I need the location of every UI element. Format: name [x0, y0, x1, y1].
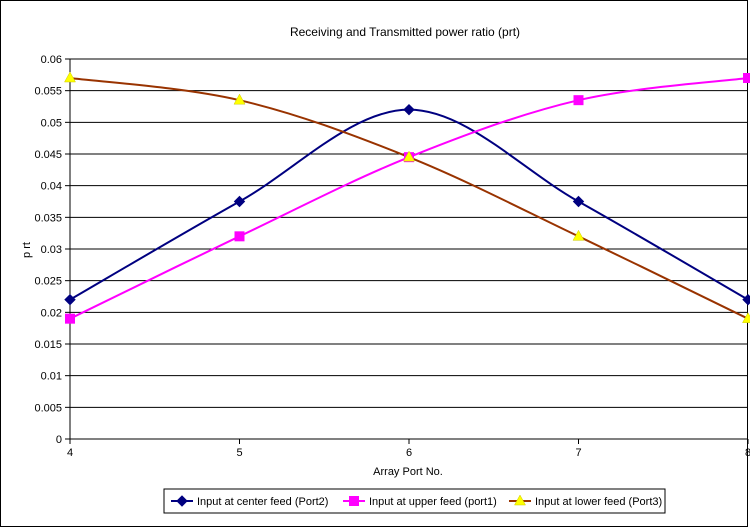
data-point-series-3 — [233, 93, 246, 105]
legend-label: Input at upper feed (port1) — [369, 496, 497, 508]
y-tick-label: 0.02 — [41, 307, 62, 319]
legend-label: Input at center feed (Port2) — [197, 496, 328, 508]
y-tick-label: 0.015 — [34, 339, 62, 351]
y-tick-label: 0.025 — [34, 276, 62, 288]
y-tick-label: 0.005 — [34, 402, 62, 414]
legend: Input at center feed (Port2) Input at upp… — [163, 488, 666, 514]
series-markers — [64, 71, 750, 324]
data-point-series-3 — [742, 312, 750, 323]
data-point-series-1 — [233, 195, 246, 208]
legend-box — [163, 488, 666, 514]
data-point-series-2 — [573, 95, 584, 106]
y-tick-label: 0 — [56, 434, 62, 446]
data-point-series-3 — [572, 229, 585, 241]
x-axis-title: Array Port No. — [373, 466, 443, 478]
x-tick-label: 5 — [236, 447, 242, 459]
data-point-series-3 — [64, 71, 76, 83]
series-line-1 — [69, 108, 749, 301]
data-point-series-3 — [403, 150, 415, 162]
legend-swatch-marker — [349, 496, 359, 506]
x-tick-label: 8 — [745, 447, 750, 459]
y-tick-label: 0.04 — [41, 181, 62, 193]
legend-label: Input at lower feed (Port3) — [535, 496, 662, 508]
y-tick-label: 0.045 — [34, 149, 62, 161]
y-tick-label: 0.035 — [34, 212, 62, 224]
y-tick-label: 0.055 — [34, 86, 62, 98]
legend-swatch-marker — [514, 494, 526, 506]
axes — [65, 58, 749, 444]
data-point-series-1 — [742, 293, 750, 306]
y-tick-label: 0.05 — [41, 117, 62, 129]
data-point-series-2 — [234, 231, 245, 242]
y-tick-label: 0.06 — [41, 54, 62, 66]
data-point-series-1 — [572, 195, 585, 208]
y-tick-label: 0.01 — [41, 371, 62, 383]
x-tick-label: 4 — [67, 447, 73, 459]
data-point-series-1 — [64, 293, 76, 306]
legend-swatch-marker — [176, 495, 188, 507]
data-point-series-2 — [743, 73, 750, 83]
y-tick-label: 0.03 — [41, 244, 62, 256]
y-tick-labels: 0 0.005 0.01 0.015 0.02 0.025 0.03 0.035 0.04 0.0… — [34, 54, 62, 446]
y-axis-title: p rt — [21, 242, 33, 258]
data-point-series-2 — [65, 313, 75, 324]
chart-title: Receiving and Transmitted power ratio (p… — [290, 25, 520, 39]
data-point-series-1 — [403, 103, 415, 116]
x-tick-labels: 4 5 6 7 8 — [67, 447, 750, 459]
x-tick-label: 6 — [406, 447, 412, 459]
x-tick-label: 7 — [575, 447, 581, 459]
